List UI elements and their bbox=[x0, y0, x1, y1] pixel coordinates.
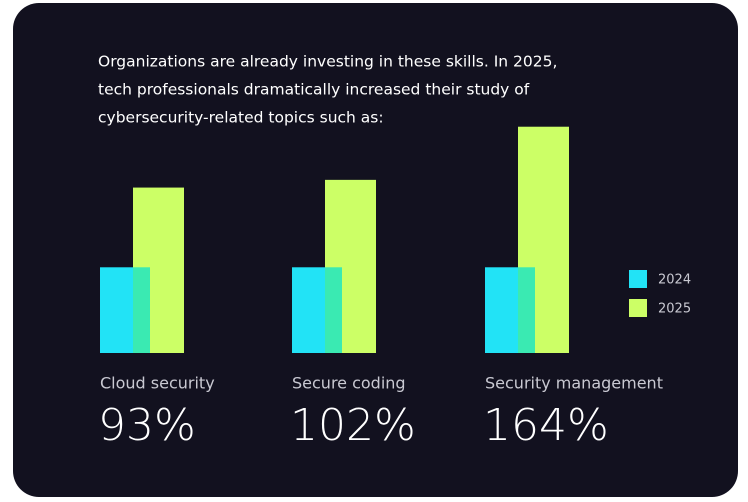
intro-line: cybersecurity-related topics such as: bbox=[98, 109, 384, 127]
bar-overlap bbox=[133, 267, 150, 353]
bar-overlap bbox=[325, 267, 342, 353]
category-label: Security management bbox=[485, 374, 663, 393]
change-label: 102% bbox=[290, 400, 416, 451]
intro-line: Organizations are already investing in t… bbox=[98, 53, 557, 71]
bar-overlap bbox=[518, 267, 535, 353]
legend-label: 2024 bbox=[658, 273, 691, 288]
legend-label: 2025 bbox=[658, 302, 691, 317]
intro-line: tech professionals dramatically increase… bbox=[98, 81, 530, 99]
category-label: Secure coding bbox=[292, 374, 406, 393]
change-label: 164% bbox=[483, 400, 609, 451]
change-label: 93% bbox=[98, 400, 196, 451]
legend-swatch bbox=[629, 270, 647, 288]
category-label: Cloud security bbox=[100, 374, 215, 393]
legend-swatch bbox=[629, 299, 647, 317]
